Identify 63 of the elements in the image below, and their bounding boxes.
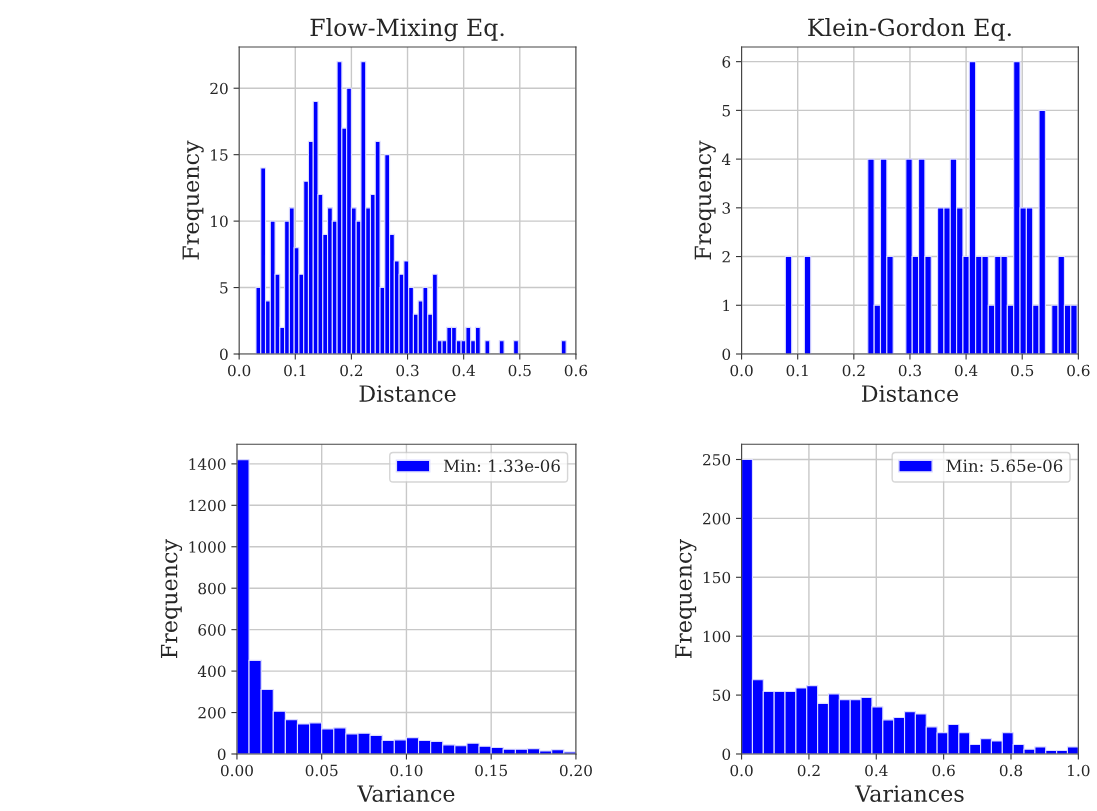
y-tick-label: 15 <box>211 149 228 161</box>
x-tick-label: 0.6 <box>564 364 588 377</box>
y-tick-label: 0 <box>217 748 226 761</box>
y-tick-label: 1200 <box>189 499 226 512</box>
x-tick-label: 0.6 <box>932 764 955 777</box>
x-tick-label: 0.3 <box>396 364 419 377</box>
x-tick-label: 0.05 <box>305 764 338 777</box>
x-tick-label: 0.2 <box>797 764 820 777</box>
x-axis-title: Variances <box>854 785 964 802</box>
legend-label: Min: 1.33e-06 <box>443 459 560 473</box>
x-tick-label: 0.4 <box>954 364 978 377</box>
x-tick-label: 0.8 <box>999 764 1023 777</box>
x-axis-title: Distance <box>359 385 456 402</box>
y-tick-label: 0 <box>722 348 731 361</box>
chart-title: Klein-Gordon Eq. <box>808 17 1011 41</box>
y-tick-label: 20 <box>210 82 228 95</box>
y-tick-label: 0 <box>220 348 228 361</box>
x-tick-label: 0.5 <box>1011 364 1034 377</box>
x-tick-label: 0.4 <box>452 364 476 377</box>
x-tick-label: 0.1 <box>786 364 808 377</box>
x-tick-label: 0.4 <box>865 764 888 777</box>
y-tick-label: 1000 <box>189 541 226 553</box>
x-tick-label: 0.1 <box>284 364 306 377</box>
y-tick-label: 6 <box>722 56 731 68</box>
x-tick-label: 0.0 <box>228 364 251 377</box>
x-axis-title: Variance <box>357 785 455 802</box>
x-tick-label: 0.0 <box>730 364 753 377</box>
x-tick-label: 0.10 <box>390 764 423 777</box>
y-tick-label: 0 <box>722 748 731 761</box>
y-tick-label: 4 <box>721 153 731 165</box>
y-tick-label: 3 <box>722 202 731 214</box>
y-tick-label: 1400 <box>189 458 226 470</box>
y-tick-label: 250 <box>703 453 731 466</box>
x-tick-label: 0.2 <box>340 364 363 377</box>
y-tick-label: 150 <box>703 571 731 584</box>
y-tick-label: 100 <box>703 630 731 643</box>
x-tick-label: 0.0 <box>730 764 753 777</box>
y-tick-label: 5 <box>722 105 730 117</box>
y-tick-label: 400 <box>197 665 226 678</box>
x-axis-title: Distance <box>861 385 959 402</box>
y-tick-label: 50 <box>713 689 731 702</box>
y-tick-label: 800 <box>198 582 226 595</box>
x-tick-label: 0.20 <box>559 764 592 777</box>
x-tick-label: 0.6 <box>1067 364 1090 377</box>
legend-label: Min: 5.65e-06 <box>946 459 1063 473</box>
y-tick-label: 200 <box>198 707 226 719</box>
y-axis-title: Frequency <box>182 140 204 260</box>
y-tick-label: 2 <box>722 251 730 263</box>
y-axis-title: Frequency <box>675 539 697 658</box>
y-tick-label: 600 <box>198 624 226 636</box>
x-tick-label: 0.00 <box>220 764 253 777</box>
y-axis-title: Frequency <box>160 539 183 658</box>
x-tick-label: 0.5 <box>508 364 531 377</box>
x-tick-label: 1.0 <box>1068 764 1090 777</box>
x-tick-label: 0.3 <box>898 364 921 377</box>
y-tick-label: 1 <box>723 299 729 312</box>
chart-title: Flow-Mixing Eq. <box>310 17 504 42</box>
x-tick-label: 0.2 <box>842 364 865 377</box>
y-tick-label: 200 <box>703 512 731 525</box>
y-axis-title: Frequency <box>694 140 716 260</box>
x-tick-label: 0.15 <box>475 764 508 777</box>
y-tick-label: 10 <box>211 215 228 228</box>
y-tick-label: 5 <box>220 282 228 294</box>
